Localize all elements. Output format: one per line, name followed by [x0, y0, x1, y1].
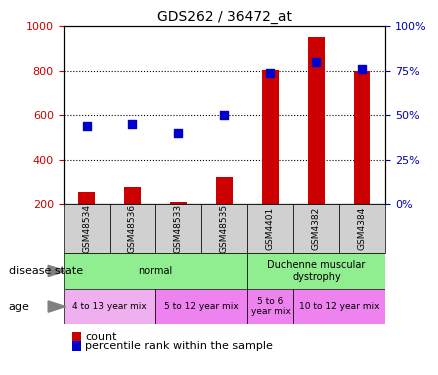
Text: GSM48536: GSM48536 [128, 204, 137, 254]
Text: normal: normal [138, 266, 173, 276]
Text: GSM48534: GSM48534 [82, 204, 91, 253]
FancyBboxPatch shape [247, 204, 293, 253]
Text: 5 to 6
year mix: 5 to 6 year mix [251, 297, 290, 316]
FancyBboxPatch shape [155, 204, 201, 253]
FancyBboxPatch shape [293, 289, 385, 324]
Text: GSM48535: GSM48535 [220, 204, 229, 254]
FancyBboxPatch shape [110, 204, 155, 253]
Text: count: count [85, 332, 117, 342]
Bar [354, 71, 371, 204]
Text: Duchenne muscular
dystrophy: Duchenne muscular dystrophy [267, 260, 366, 282]
Bar [308, 38, 325, 204]
Bar [216, 177, 233, 204]
Text: 5 to 12 year mix: 5 to 12 year mix [164, 302, 239, 311]
FancyBboxPatch shape [247, 253, 385, 289]
FancyBboxPatch shape [339, 204, 385, 253]
Text: GSM4384: GSM4384 [358, 207, 367, 251]
FancyBboxPatch shape [64, 204, 110, 253]
Text: age: age [9, 302, 30, 312]
Text: 4 to 13 year mix: 4 to 13 year mix [72, 302, 147, 311]
FancyBboxPatch shape [64, 289, 155, 324]
Text: GSM4401: GSM4401 [266, 207, 275, 251]
Point [359, 66, 366, 72]
Point [221, 112, 228, 118]
Point [175, 130, 182, 136]
Bar [78, 192, 95, 204]
FancyBboxPatch shape [293, 204, 339, 253]
Text: percentile rank within the sample: percentile rank within the sample [85, 341, 273, 351]
Text: disease state: disease state [9, 266, 83, 276]
Bar [170, 202, 187, 204]
FancyBboxPatch shape [64, 253, 247, 289]
Point [129, 121, 136, 127]
Bar [124, 187, 141, 204]
FancyBboxPatch shape [201, 204, 247, 253]
FancyBboxPatch shape [155, 289, 247, 324]
Text: 10 to 12 year mix: 10 to 12 year mix [299, 302, 380, 311]
Text: GSM48533: GSM48533 [174, 204, 183, 254]
Point [313, 59, 320, 65]
Polygon shape [48, 266, 66, 277]
Polygon shape [48, 301, 66, 312]
Point [83, 123, 90, 129]
FancyBboxPatch shape [247, 289, 293, 324]
Text: GSM4382: GSM4382 [312, 207, 321, 251]
Bar [262, 70, 279, 204]
Title: GDS262 / 36472_at: GDS262 / 36472_at [157, 10, 292, 24]
Point [267, 70, 274, 76]
